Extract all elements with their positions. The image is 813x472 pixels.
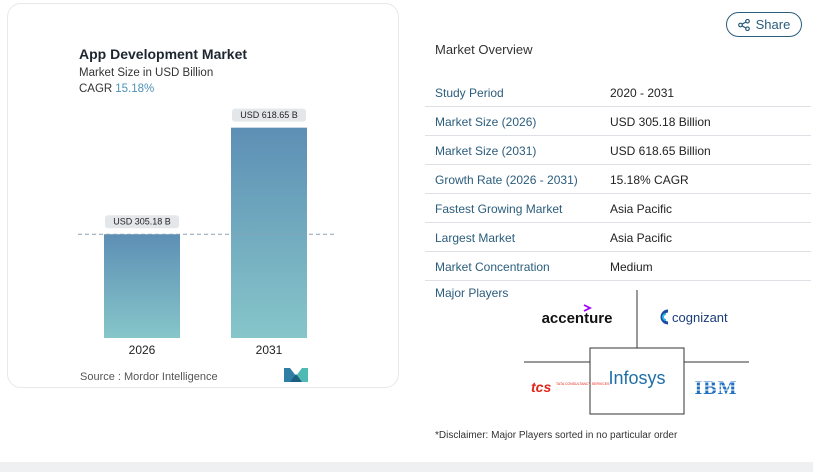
market-overview-table: Study Period 2020 - 2031 Market Size (20… [425, 78, 811, 281]
row-label: Study Period [435, 86, 504, 100]
cagr-line: CAGR 15.18% [79, 83, 154, 95]
row-value: Medium [610, 260, 653, 274]
chart-card [7, 3, 399, 388]
row-label: Fastest Growing Market [435, 202, 563, 216]
bar-2026 [104, 234, 180, 338]
row-value: Asia Pacific [610, 202, 673, 216]
row-label: Largest Market [435, 231, 516, 245]
ibm-logo: IBM [695, 377, 738, 399]
data-label: USD 618.65 B [240, 110, 298, 120]
logo-divider-box [589, 347, 685, 415]
ibm-stripes-icon [690, 381, 742, 391]
row-label: Market Size (2026) [435, 115, 537, 129]
row-label: Market Size (2031) [435, 144, 537, 158]
table-row: Market Size (2031) USD 618.65 Billion [425, 136, 811, 165]
table-row: Market Size (2026) USD 305.18 Billion [425, 107, 811, 136]
cognizant-logo: cognizant [672, 310, 728, 325]
cagr-value: 15.18% [115, 83, 155, 95]
table-row: Fastest Growing Market Asia Pacific [425, 194, 811, 223]
row-value: Asia Pacific [610, 231, 673, 245]
bar-2031 [231, 127, 307, 338]
disclaimer: *Disclaimer: Major Players sorted in no … [435, 430, 678, 441]
row-value: 2020 - 2031 [610, 86, 675, 100]
category-label: 2031 [256, 343, 283, 357]
tcs-logo: tcs [531, 379, 551, 395]
cognizant-mark-icon [660, 309, 669, 325]
market-overview-title: Market Overview [435, 42, 533, 57]
chart-subtitle: Market Size in USD Billion [79, 67, 214, 79]
bar-chart: USD 305.18 B 2026 USD 618.65 B 2031 [78, 108, 335, 357]
category-label: 2026 [129, 343, 156, 357]
share-icon [737, 18, 750, 31]
mordor-intelligence-logo-icon [284, 368, 308, 382]
row-value: USD 618.65 Billion [610, 144, 711, 158]
table-row: Largest Market Asia Pacific [425, 223, 811, 252]
source-text: Source : Mordor Intelligence [80, 371, 218, 383]
tcs-tagline: TATA CONSULTANCY SERVICES [556, 382, 610, 386]
row-label: Market Concentration [435, 260, 550, 274]
table-row: Study Period 2020 - 2031 [425, 78, 811, 107]
data-label-background [105, 215, 179, 229]
infosys-logo: Infosys [608, 368, 665, 388]
share-button[interactable]: Share [726, 12, 802, 37]
cagr-label: CAGR [79, 83, 113, 95]
major-players-label: Major Players [435, 286, 509, 300]
accenture-logo: accenture [542, 310, 613, 327]
row-value: 15.18% CAGR [610, 173, 689, 187]
chart-title: App Development Market [79, 46, 248, 62]
row-label: Growth Rate (2026 - 2031) [435, 173, 578, 187]
accenture-mark-icon [583, 304, 593, 312]
data-label-background [232, 108, 306, 122]
share-label: Share [755, 17, 791, 32]
data-label: USD 305.18 B [113, 217, 171, 227]
table-row: Market Concentration Medium [425, 252, 811, 281]
bottom-band [0, 462, 813, 472]
row-value: USD 305.18 Billion [610, 115, 711, 129]
table-row: Growth Rate (2026 - 2031) 15.18% CAGR [425, 165, 811, 194]
